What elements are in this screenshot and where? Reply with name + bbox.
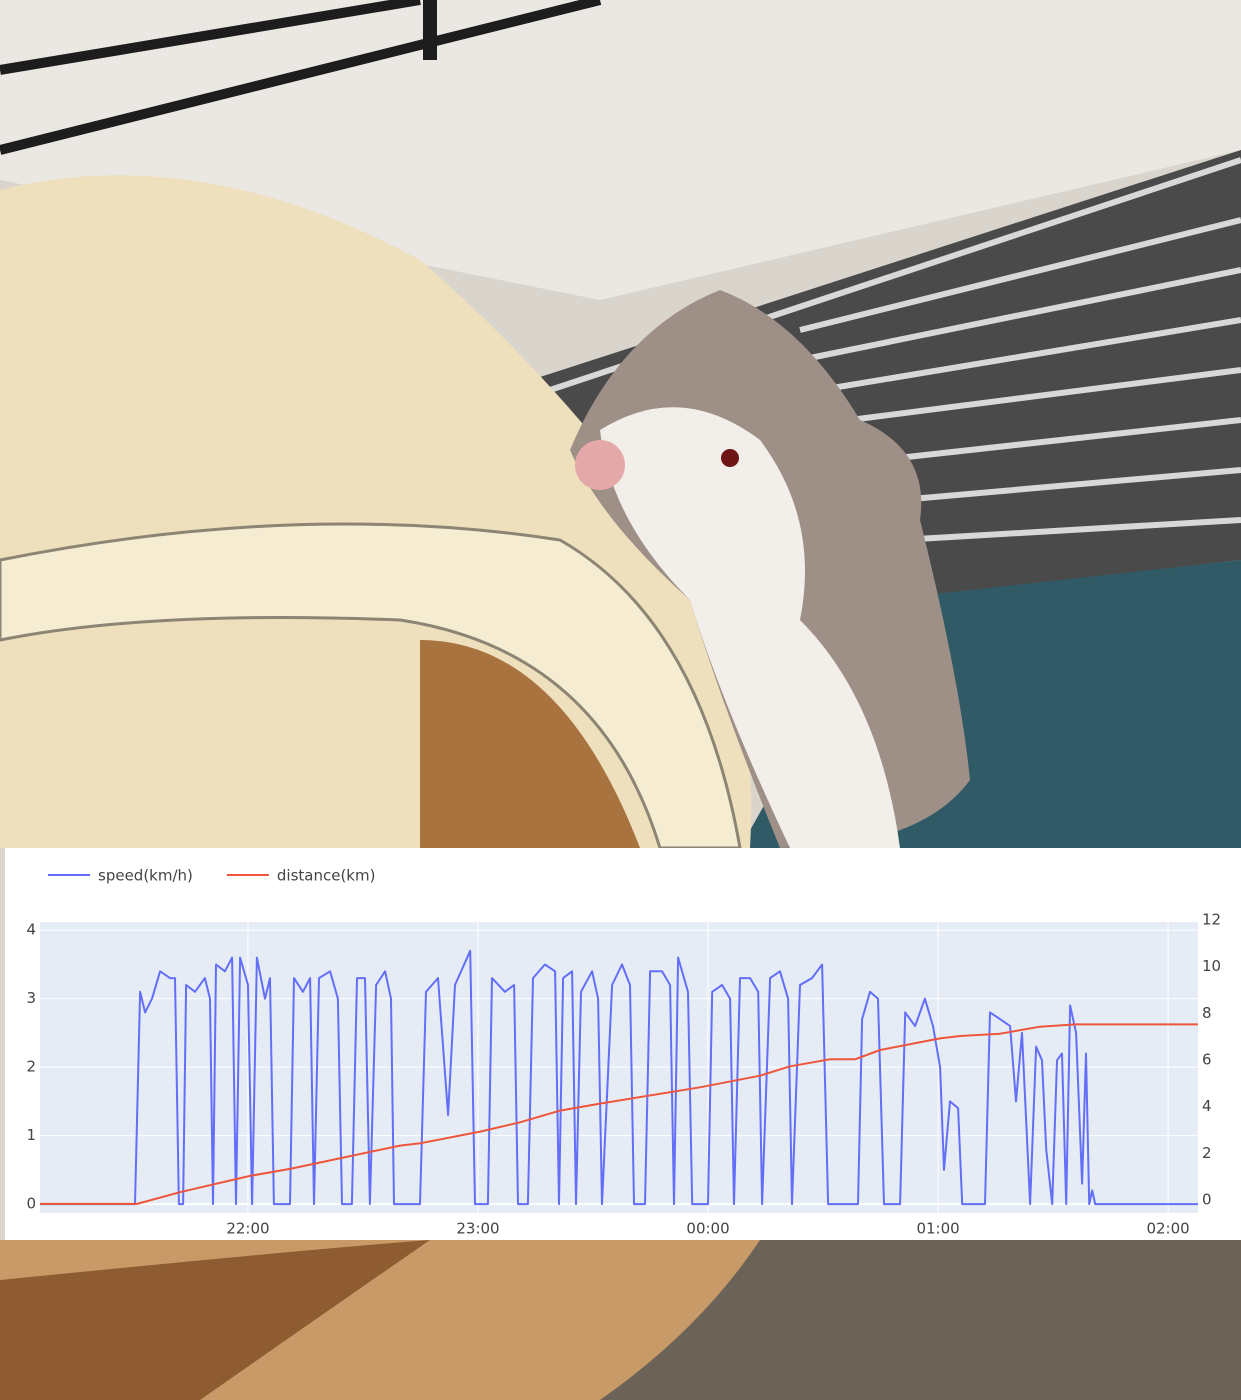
series-line: [40, 1023, 1198, 1205]
series-line: [40, 949, 1198, 1206]
y-tick-label: 1: [26, 1126, 36, 1144]
y-tick-label: 2: [26, 1058, 36, 1076]
bar: [0, 0, 421, 75]
x-tick-label: 23:00: [456, 1220, 499, 1238]
marks: [40, 949, 1198, 1206]
y-tick-label: 3: [26, 989, 36, 1007]
y2-tick-label: 10: [1202, 957, 1221, 975]
y-tick-label: 4: [26, 921, 36, 939]
bar: [0, 0, 602, 155]
tube-rim: [0, 522, 742, 850]
y2-tick-label: 0: [1202, 1190, 1212, 1208]
cork: [420, 640, 640, 848]
y2-tick-label: 8: [1202, 1004, 1212, 1022]
y2-tick-label: 2: [1202, 1144, 1212, 1162]
x-tick-label: 01:00: [916, 1220, 959, 1238]
y2-tick-label: 12: [1202, 911, 1221, 929]
legend-label: distance(km): [277, 867, 376, 885]
nose: [575, 440, 625, 490]
grid: [40, 922, 1198, 1213]
y2-tick-label: 4: [1202, 1097, 1212, 1115]
hamster-white: [600, 407, 900, 848]
legend-label: speed(km/h): [98, 867, 193, 885]
x-tick-label: 02:00: [1146, 1220, 1189, 1238]
x-tick-label: 22:00: [226, 1220, 269, 1238]
x-tick-label: 00:00: [686, 1220, 729, 1238]
eye: [721, 449, 739, 467]
y2-tick-label: 6: [1202, 1051, 1212, 1069]
cork-base: [0, 1240, 430, 1400]
y-tick-label: 0: [26, 1195, 36, 1213]
